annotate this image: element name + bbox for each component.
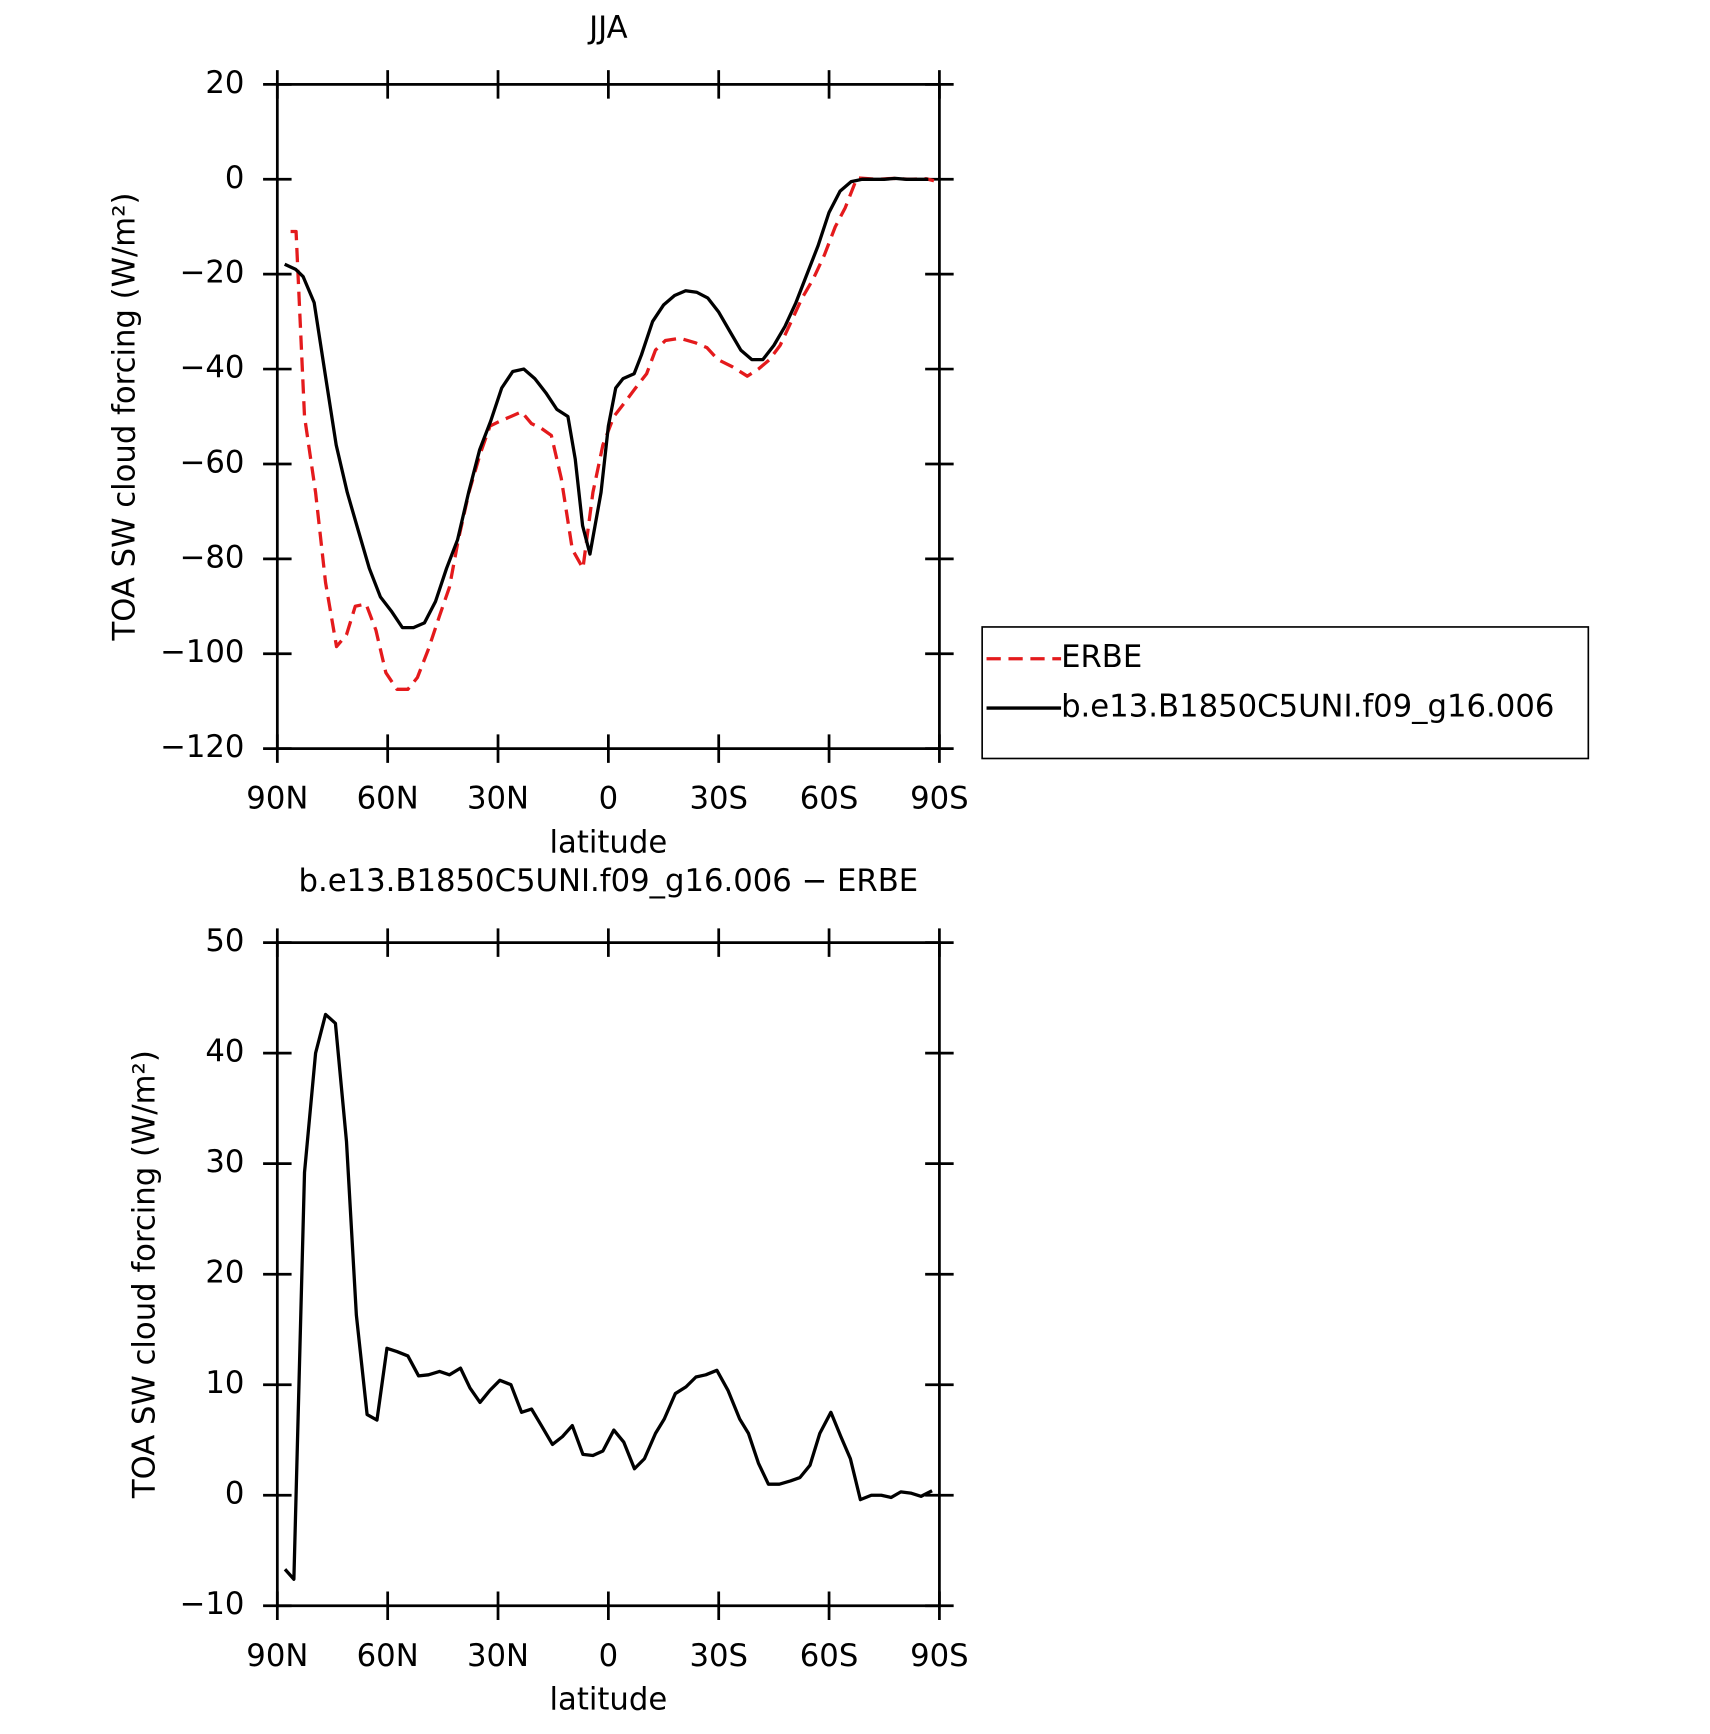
y-axis-label: TOA SW cloud forcing (W/m²) bbox=[127, 1050, 162, 1499]
y-tick-label: −10 bbox=[180, 1587, 245, 1622]
y-tick-label: 30 bbox=[205, 1145, 244, 1180]
x-tick-label: 0 bbox=[599, 782, 619, 817]
x-tick-label: 60S bbox=[800, 1639, 859, 1674]
y-tick-label: 40 bbox=[205, 1035, 244, 1070]
x-tick-label: 90S bbox=[910, 1639, 969, 1674]
x-tick-label: 60N bbox=[357, 782, 419, 817]
y-tick-label: −120 bbox=[160, 730, 244, 765]
data-line bbox=[290, 176, 935, 691]
y-tick-label: −100 bbox=[160, 635, 244, 670]
y-tick-label: −40 bbox=[180, 351, 245, 386]
legend-label: ERBE bbox=[1061, 640, 1142, 675]
y-tick-label: 0 bbox=[225, 1477, 245, 1512]
data-line bbox=[283, 176, 929, 630]
x-tick-label: 60S bbox=[800, 782, 859, 817]
x-axis-label: latitude bbox=[549, 825, 667, 860]
y-tick-label: 0 bbox=[225, 161, 245, 196]
y-axis-label: TOA SW cloud forcing (W/m²) bbox=[108, 193, 143, 642]
data-line bbox=[283, 1012, 933, 1581]
legend-label: b.e13.B1850C5UNI.f09_g16.006 bbox=[1061, 690, 1554, 725]
y-tick-label: −20 bbox=[180, 256, 245, 291]
y-tick-label: 20 bbox=[205, 66, 244, 101]
y-tick-label: −80 bbox=[180, 540, 245, 575]
y-tick-label: 50 bbox=[205, 924, 244, 959]
plot-frame bbox=[275, 941, 941, 1608]
y-tick-label: −60 bbox=[180, 445, 245, 480]
x-tick-label: 90S bbox=[910, 782, 969, 817]
x-tick-label: 30S bbox=[689, 1639, 748, 1674]
x-tick-label: 30N bbox=[467, 782, 529, 817]
y-tick-label: 10 bbox=[205, 1366, 244, 1401]
chart-title: JJA bbox=[587, 11, 628, 46]
x-tick-label: 0 bbox=[599, 1639, 619, 1674]
x-tick-label: 30N bbox=[467, 1639, 529, 1674]
plot-frame bbox=[275, 83, 941, 750]
x-tick-label: 90N bbox=[246, 1639, 308, 1674]
chart-title: b.e13.B1850C5UNI.f09_g16.006 − ERBE bbox=[299, 864, 919, 899]
x-tick-label: 60N bbox=[357, 1639, 419, 1674]
x-axis-label: latitude bbox=[549, 1683, 667, 1718]
x-tick-label: 90N bbox=[246, 782, 308, 817]
y-tick-label: 20 bbox=[205, 1256, 244, 1291]
x-tick-label: 30S bbox=[689, 782, 748, 817]
legend-box bbox=[981, 626, 1590, 760]
